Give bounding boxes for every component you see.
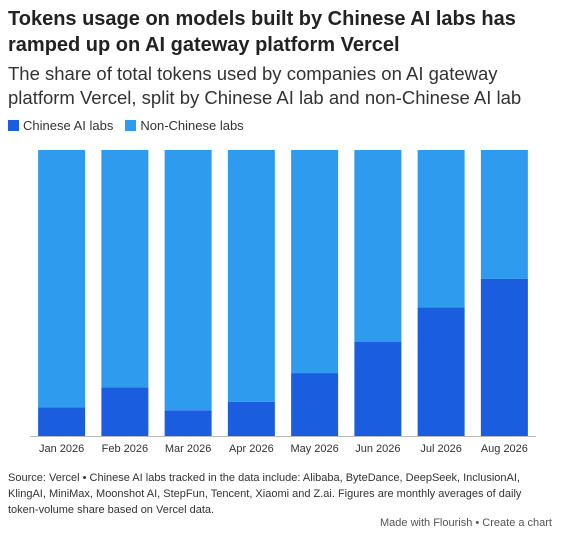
bar-segment xyxy=(480,278,528,436)
bar-segment xyxy=(354,341,402,436)
chart-title: Tokens usage on models built by Chinese … xyxy=(8,8,516,56)
bar-segment xyxy=(291,150,339,374)
bar-segment xyxy=(38,407,86,436)
bar-segment xyxy=(227,150,275,402)
bar-segment xyxy=(354,150,402,342)
source-note: Source: Vercel • Chinese AI labs tracked… xyxy=(8,472,522,516)
bar-segment xyxy=(101,150,149,388)
legend-label: Chinese AI labs xyxy=(23,118,114,133)
bar-segment xyxy=(417,307,465,436)
x-tick-label: Jan 2026 xyxy=(39,443,84,455)
bar-segment xyxy=(164,410,212,436)
x-tick-label: Aug 2026 xyxy=(481,443,528,455)
bar-segment xyxy=(164,150,212,411)
chart-subtitle: The share of total tokens used by compan… xyxy=(8,63,522,108)
x-tick-label: May 2026 xyxy=(290,443,338,455)
x-tick-label: Jun 2026 xyxy=(355,443,400,455)
legend-label: Non-Chinese labs xyxy=(140,118,244,133)
bar-segment xyxy=(417,150,465,308)
x-tick-label: Apr 2026 xyxy=(229,443,274,455)
legend-item: Non-Chinese labs xyxy=(125,118,244,133)
bar-segment xyxy=(101,387,149,436)
x-tick-label: Feb 2026 xyxy=(102,443,148,455)
legend-swatch xyxy=(8,120,19,131)
bar-segment xyxy=(38,150,86,408)
bar-segment xyxy=(291,373,339,436)
x-tick-label: Mar 2026 xyxy=(165,443,211,455)
legend-swatch xyxy=(125,120,137,131)
credit-link[interactable]: Made with Flourish • Create a chart xyxy=(380,517,552,529)
bar-segment xyxy=(227,401,275,436)
bar-segment xyxy=(480,150,528,279)
x-tick-label: Jul 2026 xyxy=(420,443,462,455)
legend-item: Chinese AI labs xyxy=(8,118,113,133)
legend: Chinese AI labs Non-Chinese labs xyxy=(8,118,244,133)
